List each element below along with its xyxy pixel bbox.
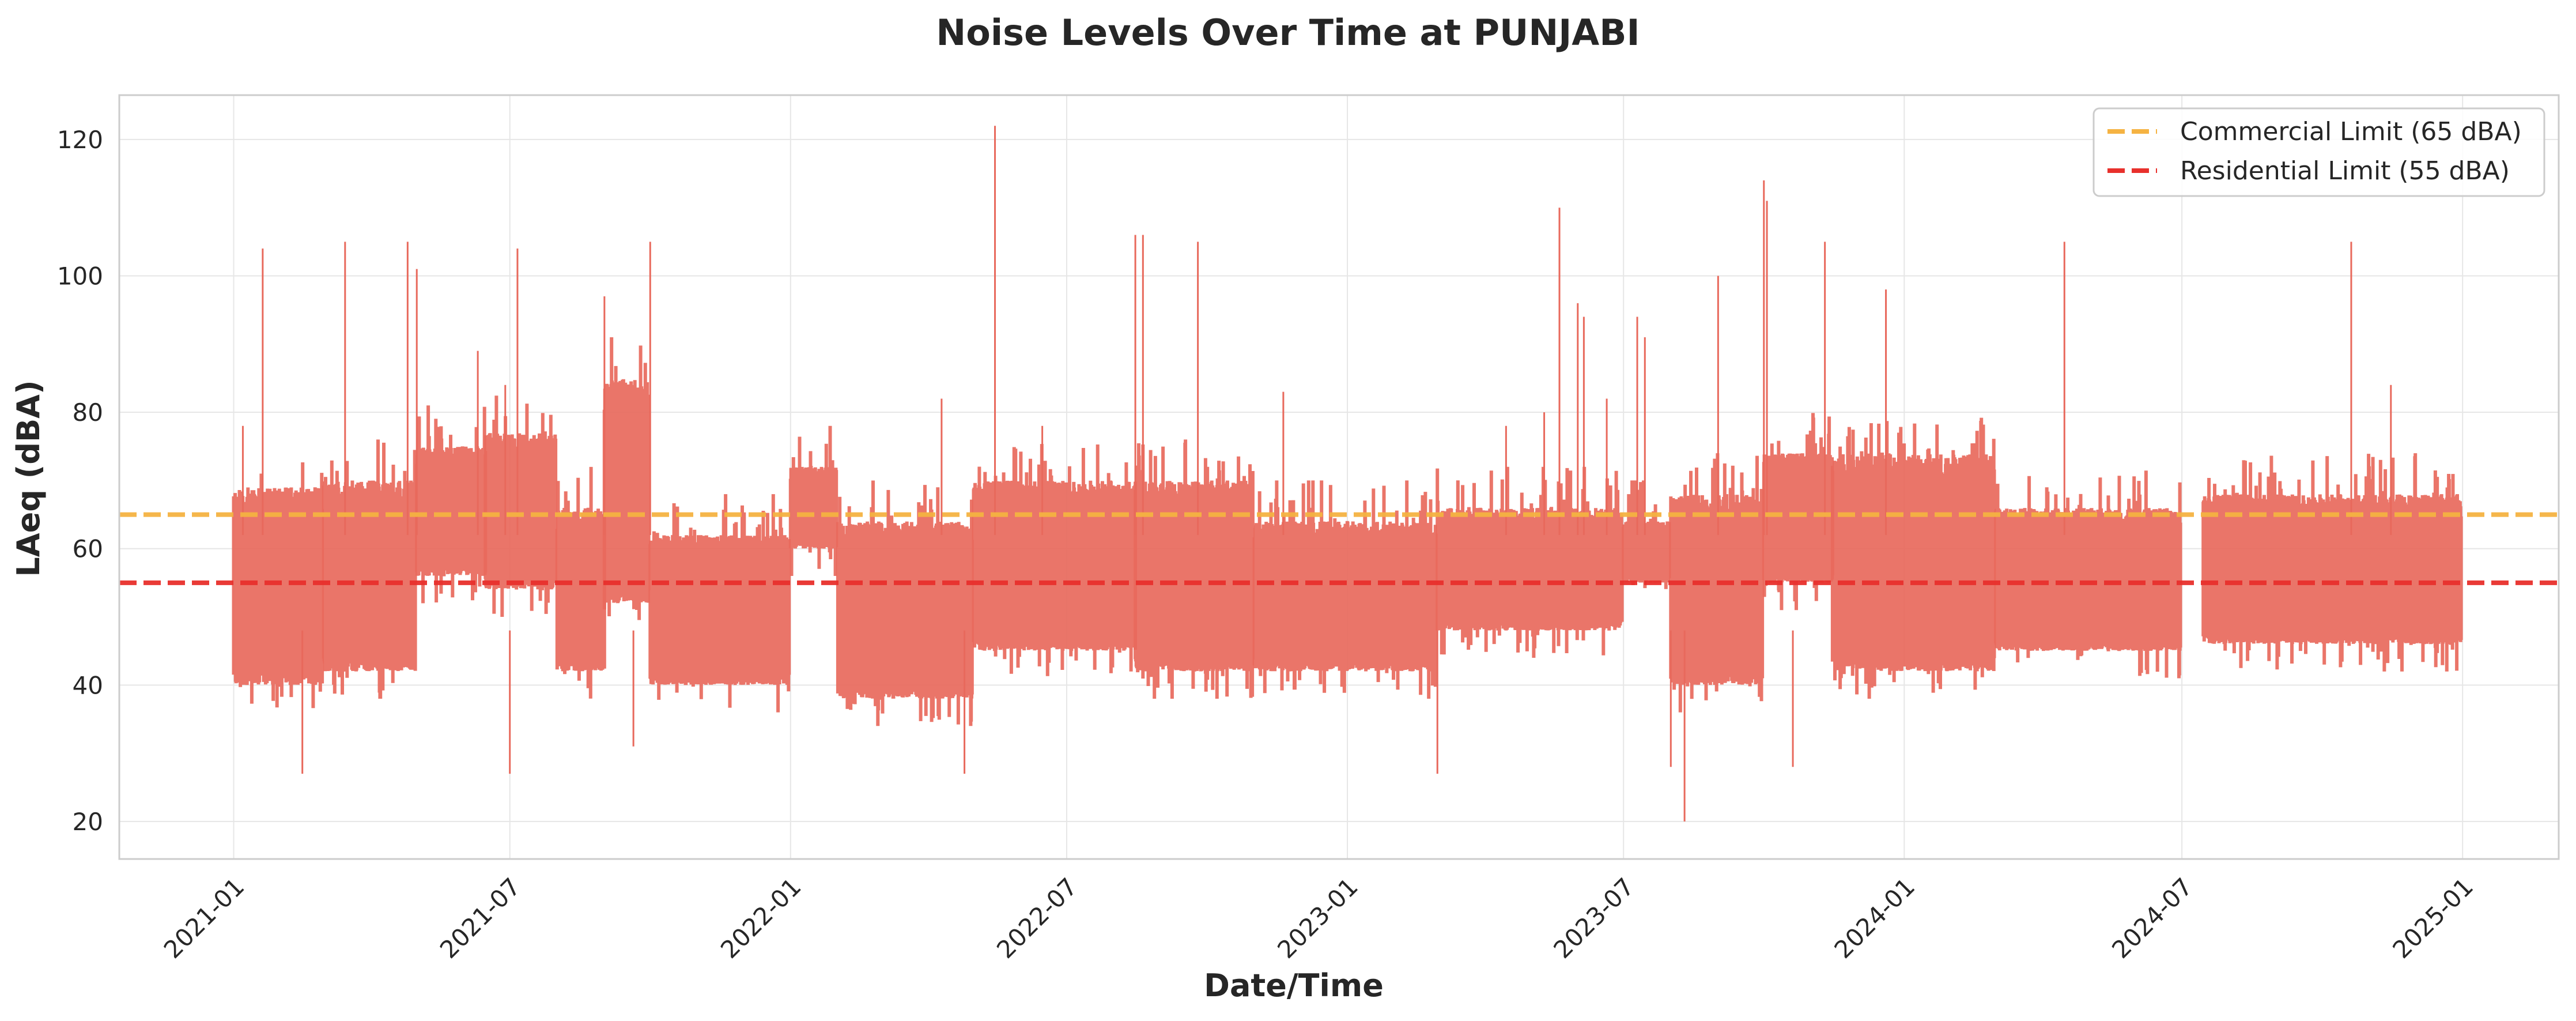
series-segment	[602, 337, 651, 620]
series-segment	[555, 466, 606, 699]
series-segment	[788, 425, 838, 576]
series-segment	[2201, 453, 2463, 672]
reference-lines	[119, 512, 2559, 585]
y-tick-label: 80	[73, 398, 103, 427]
legend-box	[2092, 107, 2545, 197]
legend-label: Residential Limit (55 dBA)	[2180, 156, 2510, 186]
series-segment	[972, 444, 1138, 676]
legend-label: Commercial Limit (65 dBA)	[2180, 117, 2522, 146]
series-segment	[648, 494, 791, 713]
series-segment	[232, 462, 324, 709]
series-segment	[415, 405, 488, 604]
x-tick-label: 2023-07	[1548, 872, 1640, 964]
series-segment	[1436, 466, 1624, 658]
legend: Commercial Limit (65 dBA) Residential Lim…	[2092, 107, 2545, 197]
x-tick-label: 2021-07	[435, 872, 526, 964]
series-segment	[1830, 417, 1996, 699]
x-tick-label: 2021-01	[158, 872, 250, 964]
series-segment	[1669, 453, 1765, 713]
x-tick-label: 2022-07	[991, 872, 1083, 964]
y-axis-label: LAeq (dBA)	[10, 380, 47, 577]
plot-frame	[118, 94, 2560, 860]
series-segment	[1252, 480, 1438, 699]
y-tick-label: 60	[73, 535, 103, 563]
series-segment	[836, 480, 974, 726]
y-tick-label: 120	[57, 126, 103, 154]
series-segment	[1134, 439, 1255, 699]
x-axis-ticks: 2021-01 2021-07 2022-01 2022-07 2023-01 2023-…	[158, 872, 2479, 964]
x-tick-label: 2025-01	[2387, 872, 2479, 964]
y-tick-label: 40	[73, 671, 103, 699]
x-axis-label: Date/Time	[1204, 967, 1384, 1004]
x-tick-label: 2024-01	[1829, 872, 1920, 964]
series-segment	[1994, 470, 2182, 679]
x-tick-label: 2024-07	[2106, 872, 2198, 964]
series-segment	[322, 439, 417, 699]
chart-title: Noise Levels Over Time at PUNJABI	[936, 12, 1640, 54]
series-segment	[1622, 480, 1671, 589]
y-tick-label: 20	[73, 808, 103, 836]
x-tick-label: 2022-01	[715, 872, 807, 964]
y-tick-label: 100	[57, 262, 103, 291]
y-axis-ticks: 20 40 60 80 100 120	[57, 126, 103, 836]
x-tick-label: 2023-01	[1272, 872, 1363, 964]
